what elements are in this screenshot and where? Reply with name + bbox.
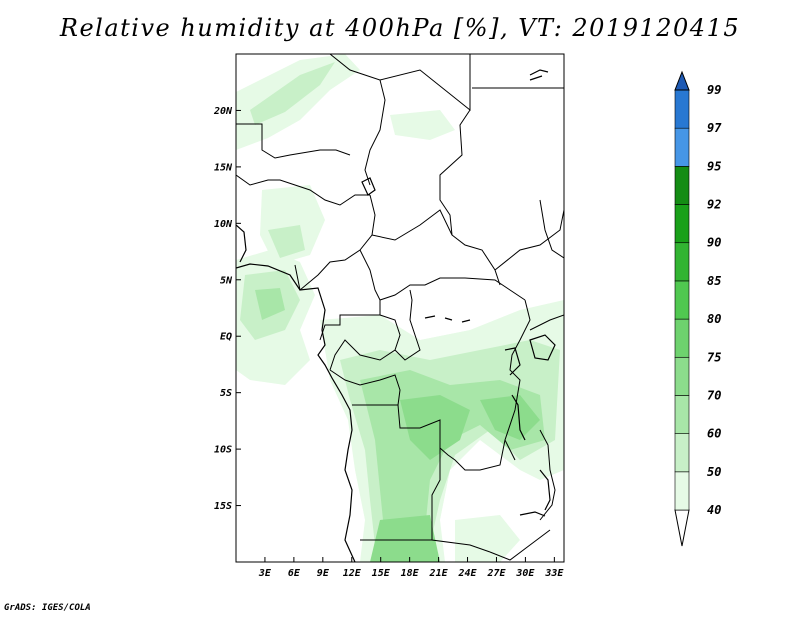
lat-tick-label: 10S bbox=[214, 445, 232, 456]
colorbar-label: 40 bbox=[707, 503, 721, 517]
colorbar-label: 90 bbox=[707, 236, 721, 250]
lat-tick-label: 15N bbox=[214, 162, 233, 173]
colorbar-segment bbox=[674, 318, 690, 358]
humidity-area-northwest-inner bbox=[250, 62, 335, 125]
longitude-ticks: 3E 6E 9E 12E 15E 18E 21E 24E 27E 30E 33E bbox=[258, 557, 564, 579]
colorbar-segment bbox=[674, 242, 690, 282]
colorbar-label: 92 bbox=[707, 198, 721, 212]
lon-tick-label: 3E bbox=[258, 568, 272, 579]
river-dashes bbox=[424, 315, 471, 323]
boundary-ethiopia bbox=[539, 199, 564, 259]
humidity-area-nigeria-inner bbox=[268, 225, 305, 258]
lake-victoria-west bbox=[504, 347, 521, 376]
humidity-field bbox=[236, 54, 564, 562]
lake-chad bbox=[361, 177, 376, 196]
coastlines bbox=[236, 69, 556, 562]
humidity-area-northwest bbox=[236, 54, 360, 150]
boundary-libya bbox=[379, 54, 471, 112]
colorbar-segment bbox=[674, 395, 690, 434]
colorbar-label: 85 bbox=[707, 274, 721, 288]
colorbar-segment bbox=[674, 127, 690, 167]
colorbar-arrow-high bbox=[674, 70, 690, 91]
colorbar-label: 95 bbox=[707, 159, 721, 173]
colorbar-segment bbox=[674, 204, 690, 244]
lon-tick-label: 18E bbox=[401, 568, 420, 579]
lat-tick-label: 20N bbox=[213, 106, 233, 117]
lake-tanganyika bbox=[511, 394, 526, 441]
humidity-area-southeast bbox=[455, 515, 520, 562]
boundary-zambia-zimbabwe bbox=[489, 529, 551, 561]
west-coastline bbox=[236, 224, 247, 263]
atlantic-coastline bbox=[236, 263, 356, 562]
colorbar-label: 99 bbox=[707, 83, 721, 97]
boundary-congo bbox=[329, 314, 401, 371]
boundary-tanzania-malawi bbox=[539, 429, 556, 521]
lon-tick-label: 24E bbox=[457, 568, 477, 579]
humidity-area-congo-core bbox=[400, 395, 470, 460]
lon-tick-label: 30E bbox=[515, 568, 535, 579]
latitude-ticks: 20N 15N 10N 5N EQ 5S 10S 15S bbox=[213, 106, 241, 512]
lon-tick-label: 9E bbox=[317, 568, 330, 579]
humidity-area-north bbox=[390, 110, 455, 140]
map-title: Relative humidity at 400hPa [%], VT: 201… bbox=[59, 14, 741, 42]
boundary-south-sudan bbox=[494, 209, 564, 271]
country-boundaries bbox=[236, 54, 564, 561]
lat-tick-label: 5S bbox=[220, 388, 232, 399]
humidity-area-east-core bbox=[480, 395, 540, 440]
colorbar-segment bbox=[674, 89, 690, 129]
lat-tick-label: 5N bbox=[220, 275, 233, 286]
colorbar-label: 75 bbox=[707, 350, 721, 364]
boundary-drc-angola-north bbox=[329, 369, 401, 406]
boundary-nigeria-north bbox=[236, 174, 370, 206]
boundary-sudan-chad bbox=[439, 109, 501, 286]
boundary-niger-south bbox=[236, 123, 351, 159]
colorbar: 40 50 60 70 75 80 85 90 92 95 97 99 bbox=[674, 70, 722, 547]
lake-malawi bbox=[539, 469, 551, 511]
lon-tick-label: 6E bbox=[288, 568, 301, 579]
lon-tick-label: 15E bbox=[372, 568, 391, 579]
lake-victoria bbox=[529, 334, 556, 361]
lat-tick-label: 10N bbox=[214, 219, 233, 230]
lon-tick-label: 27E bbox=[486, 568, 506, 579]
boundary-niger-chad bbox=[329, 54, 386, 186]
lon-tick-label: 21E bbox=[429, 568, 449, 579]
lon-tick-label: 12E bbox=[343, 568, 362, 579]
colorbar-segment bbox=[674, 280, 690, 320]
colorbar-segment bbox=[674, 433, 690, 473]
humidity-area-gulf-core bbox=[255, 288, 285, 320]
boundary-drc-east bbox=[504, 299, 531, 461]
lake-kariba bbox=[519, 511, 546, 517]
colorbar-label: 60 bbox=[707, 427, 721, 441]
coast-northeast bbox=[529, 69, 549, 81]
boundary-cameroon-nigeria bbox=[294, 194, 376, 291]
boundary-angola-drc bbox=[352, 404, 506, 471]
plot-frame bbox=[235, 53, 565, 563]
boundary-car-south bbox=[359, 249, 526, 301]
boundary-car-chad bbox=[371, 209, 453, 241]
colorbar-segment bbox=[674, 166, 690, 205]
grads-credit: GrADS: IGES/COLA bbox=[4, 603, 91, 613]
colorbar-label: 70 bbox=[707, 388, 721, 402]
colorbar-label: 97 bbox=[707, 121, 722, 135]
boundary-congo-drc bbox=[394, 289, 421, 361]
humidity-area-south-core bbox=[370, 515, 440, 562]
colorbar-segment bbox=[674, 471, 690, 511]
colorbar-arrow-low bbox=[674, 509, 690, 547]
lat-tick-label: EQ bbox=[220, 332, 232, 343]
colorbar-label: 80 bbox=[707, 312, 721, 326]
boundary-kenya-uganda bbox=[529, 314, 564, 331]
lon-tick-label: 33E bbox=[544, 568, 564, 579]
colorbar-segment bbox=[674, 356, 690, 396]
boundary-gabon-cameroon bbox=[319, 300, 381, 341]
lat-tick-label: 15S bbox=[214, 501, 232, 512]
boundary-angola-zambia bbox=[431, 448, 491, 553]
colorbar-label: 50 bbox=[707, 465, 721, 479]
